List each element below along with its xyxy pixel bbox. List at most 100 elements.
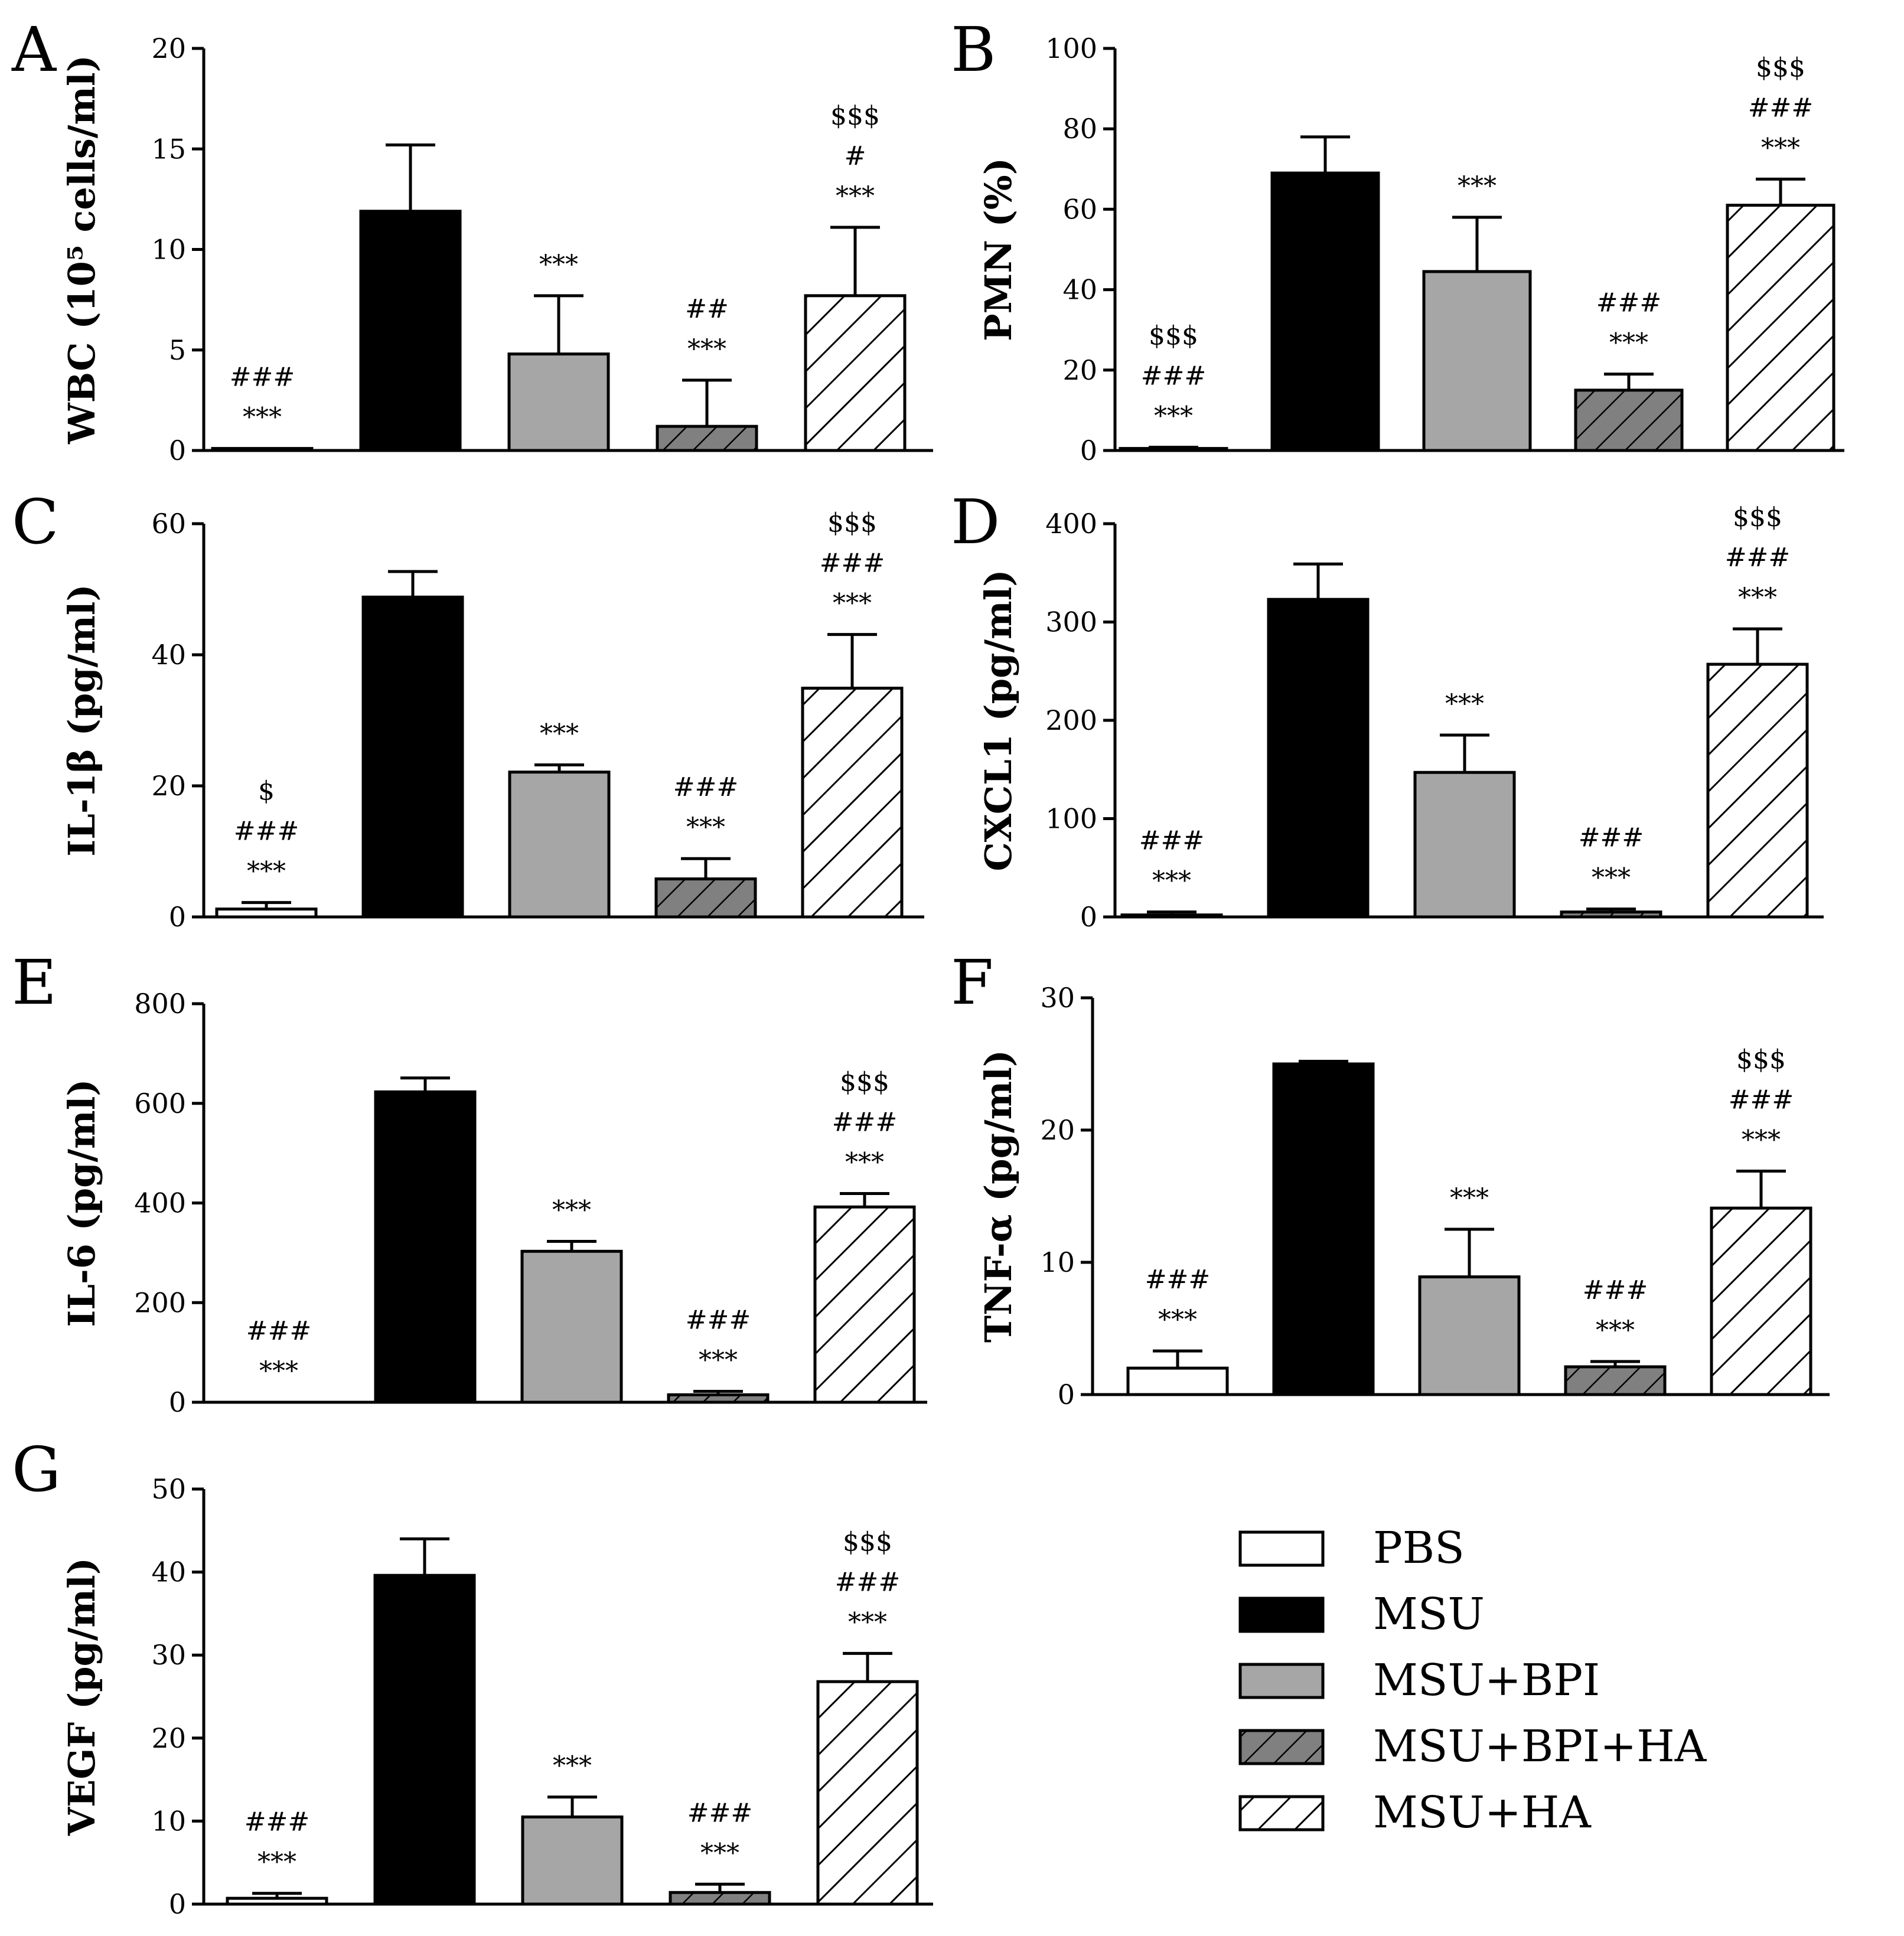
y-axis-label: WBC (10⁵ cells/ml)	[60, 55, 103, 445]
significance-label: ***	[1458, 171, 1497, 201]
bar-msu-ha	[1726, 204, 1835, 452]
bar-msu-ha	[1706, 662, 1809, 919]
panel-letter: G	[12, 1434, 61, 1506]
bar-msu-bpi	[1413, 771, 1516, 919]
bar-msu-bpi	[1422, 270, 1532, 452]
significance-label: ###	[1145, 1265, 1211, 1295]
significance-label: ***	[1592, 863, 1631, 893]
significance-label: $	[258, 776, 275, 807]
significance-label: ###	[1596, 288, 1662, 318]
y-axis-label: VEGF (pg/ml)	[60, 1558, 103, 1836]
y-tick-label: 200	[1045, 704, 1097, 736]
significance-label: ###	[234, 817, 299, 847]
bar-msu	[1267, 598, 1370, 919]
y-tick-label: 0	[169, 1888, 186, 1920]
significance-label: ###	[832, 1107, 898, 1137]
y-tick-label: 0	[169, 1386, 186, 1418]
significance-label: ###	[1139, 826, 1205, 856]
significance-label: $$$	[1736, 1044, 1786, 1075]
significance-label: ***	[848, 1607, 887, 1637]
significance-label: $$$	[830, 101, 880, 131]
y-tick-label: 10	[151, 1805, 186, 1837]
bar-msu-bpi	[521, 1815, 624, 1906]
y-tick-label: 40	[1062, 274, 1097, 306]
bar-msu-bpi-ha	[1560, 910, 1662, 919]
significance-label: ###	[687, 1798, 753, 1828]
significance-label: ##	[685, 294, 729, 324]
bar-pbs	[1120, 913, 1223, 919]
bar-msu-bpi-ha	[656, 425, 758, 452]
significance-label: ***	[553, 1751, 592, 1781]
legend-label: MSU	[1373, 1589, 1485, 1640]
panel-letter: D	[951, 486, 1000, 558]
significance-label: ###	[820, 549, 885, 579]
significance-label: ###	[244, 1807, 310, 1837]
bar-msu	[373, 1573, 476, 1906]
significance-label: ###	[1141, 361, 1207, 391]
bar-msu-ha	[1710, 1206, 1812, 1396]
significance-label: $$$	[840, 1067, 889, 1097]
y-tick-label: 20	[151, 770, 186, 802]
significance-label: ###	[230, 363, 295, 393]
bar-msu-bpi	[508, 771, 611, 919]
significance-label: ***	[1158, 1305, 1197, 1335]
y-tick-label: 60	[151, 508, 186, 540]
significance-label: ###	[1579, 823, 1644, 853]
significance-label: ***	[1154, 401, 1193, 432]
bar-msu-ha	[816, 1680, 919, 1906]
bar-msu	[1272, 1062, 1375, 1396]
legend-swatch	[1238, 1729, 1325, 1765]
bar-msu	[374, 1090, 477, 1404]
significance-label: ***	[845, 1147, 884, 1177]
significance-label: ###	[1748, 93, 1814, 123]
bar-pbs	[226, 1896, 328, 1906]
significance-label: ***	[1152, 866, 1191, 896]
legend-label: PBS	[1373, 1523, 1465, 1573]
bar-msu-bpi	[520, 1249, 623, 1404]
y-tick-label: 100	[1045, 32, 1097, 64]
y-tick-label: 200	[134, 1287, 186, 1318]
y-tick-label: 0	[1080, 901, 1097, 933]
panel-c: CIL-1β (pg/ml) 0 20 40 60 *** ### $ *** *** ### ***…	[12, 486, 924, 933]
y-tick-label: 0	[1058, 1379, 1075, 1411]
y-tick-label: 20	[151, 1722, 186, 1754]
panel-f: F TNF-α (pg/ml) 0 10 20 30 *** ### *** *** ### *** #…	[951, 946, 1830, 1411]
significance-label: ***	[552, 1195, 591, 1225]
y-tick-label: 400	[134, 1187, 186, 1219]
bar-msu-bpi-ha	[1574, 388, 1684, 452]
significance-label: ***	[1596, 1315, 1635, 1346]
significance-label: ***	[687, 334, 726, 364]
significance-label: $$$	[1149, 321, 1198, 351]
y-tick-label: 20	[1040, 1114, 1075, 1146]
y-tick-label: 40	[151, 639, 186, 671]
significance-label: ***	[540, 719, 579, 749]
panel-e: E IL-6 (pg/ml) 0 200 400 600 800 *** ### *** *** ##…	[12, 946, 927, 1418]
legend: PBS MSU MSU+BPI MSU+BPI+HA MSU+HA	[1238, 1523, 1707, 1838]
y-tick-label: 10	[1040, 1246, 1075, 1278]
significance-label: ***	[1738, 583, 1777, 613]
y-tick-label: 800	[134, 988, 186, 1020]
legend-label: MSU+HA	[1373, 1787, 1592, 1838]
significance-label: ***	[247, 857, 286, 887]
bar-pbs	[215, 907, 318, 919]
bar-pbs	[211, 447, 314, 452]
y-tick-label: 0	[169, 435, 186, 466]
significance-label: ***	[1761, 133, 1800, 163]
bar-pbs	[1126, 1366, 1229, 1396]
bar-msu-ha	[804, 294, 907, 452]
panel-d: D CXCL1 (pg/ml) 0 100 200 300 400 *** ### *** *** #…	[951, 486, 1824, 933]
bar-msu-bpi-ha	[669, 1891, 771, 1906]
y-tick-label: 30	[151, 1639, 186, 1671]
y-tick-label: 20	[1062, 354, 1097, 386]
bar-msu	[1270, 171, 1380, 452]
significance-label: ***	[1609, 328, 1648, 358]
significance-label: ###	[246, 1316, 312, 1346]
legend-label: MSU+BPI+HA	[1373, 1721, 1707, 1772]
significance-label: #	[845, 141, 866, 171]
panel-letter: F	[951, 946, 993, 1018]
significance-label: ###	[1583, 1275, 1648, 1305]
y-axis-label: PMN (%)	[977, 158, 1020, 341]
